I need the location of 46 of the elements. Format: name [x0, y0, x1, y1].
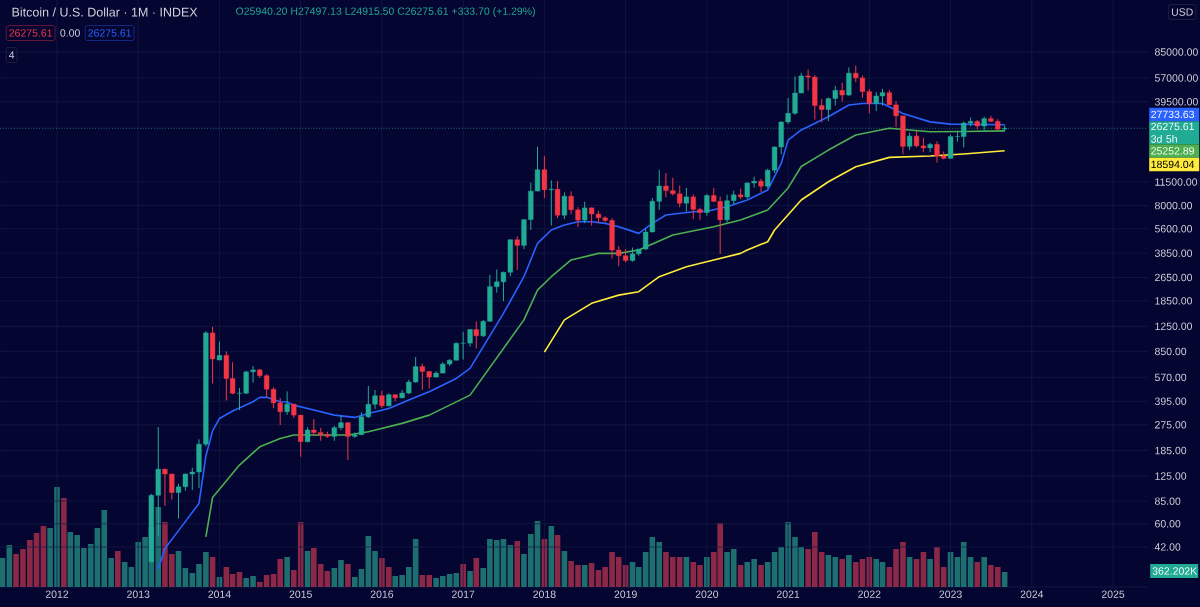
- y-tick-label: 60.00: [1155, 520, 1181, 528]
- text: 3d 5h: [1151, 134, 1177, 143]
- y-tick-label: 5600.00: [1154, 225, 1193, 233]
- y-tick-label: 185.00: [1155, 446, 1187, 455]
- chart-title: Bitcoin / U.S. Dollar · 1M · INDEX: [12, 7, 198, 17]
- y-tick-label: 1250.00: [1155, 322, 1193, 331]
- x-tick-label: 2021: [776, 590, 800, 598]
- x-tick-label: 2013: [127, 590, 150, 598]
- x-tick-label: 2018: [533, 590, 556, 598]
- x-tick-label: 2023: [939, 590, 962, 598]
- annotation: 26275.61: [88, 29, 131, 37]
- x-tick-label: 2012: [45, 590, 69, 598]
- text: 18594.04: [1151, 160, 1195, 169]
- y-tick-label: 2650.00: [1155, 273, 1193, 282]
- y-tick-label: 42.00: [1154, 543, 1181, 551]
- x-tick-label: 2014: [208, 590, 231, 598]
- text: USD: [1171, 8, 1193, 16]
- x-tick-label: 2022: [858, 590, 881, 598]
- y-tick-label: 850.00: [1154, 347, 1187, 356]
- y-tick-label: 125.00: [1155, 472, 1187, 480]
- y-tick-label: 570.00: [1154, 373, 1187, 382]
- x-tick-label: 2020: [695, 590, 719, 598]
- annotation: 4: [8, 51, 15, 59]
- text: O25940.20 H27497.13 L24915.50 C26275.61 +333.70 (+1.29%): [236, 7, 535, 17]
- y-tick-label: 85.00: [1154, 497, 1181, 505]
- y-tick-label: 11500.00: [1155, 178, 1198, 186]
- y-tick-label: 57000.00: [1154, 74, 1198, 82]
- x-tick-label: 2017: [452, 590, 475, 598]
- annotation: 26275.61: [9, 29, 52, 37]
- text: 27733.63: [1151, 110, 1195, 119]
- x-tick-label: 2024: [1020, 590, 1044, 598]
- y-tick-label: 1850.00: [1155, 297, 1193, 305]
- x-tick-label: 2015: [289, 590, 312, 598]
- y-tick-label: 8000.00: [1154, 201, 1193, 210]
- y-tick-label: 85000.00: [1154, 48, 1198, 56]
- text: 25252.89: [1151, 147, 1194, 155]
- text: 362.202K: [1152, 567, 1198, 575]
- ref-line-label: 26275.61: [1151, 122, 1194, 131]
- annotation: 0.00: [60, 29, 80, 37]
- y-tick-label: 395.00: [1154, 397, 1187, 405]
- x-tick-label: 2025: [1101, 590, 1125, 598]
- x-tick-label: 2016: [370, 590, 394, 598]
- y-tick-label: 3850.00: [1154, 249, 1193, 257]
- x-tick-label: 2019: [614, 590, 637, 598]
- y-tick-label: 275.00: [1155, 421, 1187, 429]
- y-tick-label: 39500.00: [1154, 98, 1198, 106]
